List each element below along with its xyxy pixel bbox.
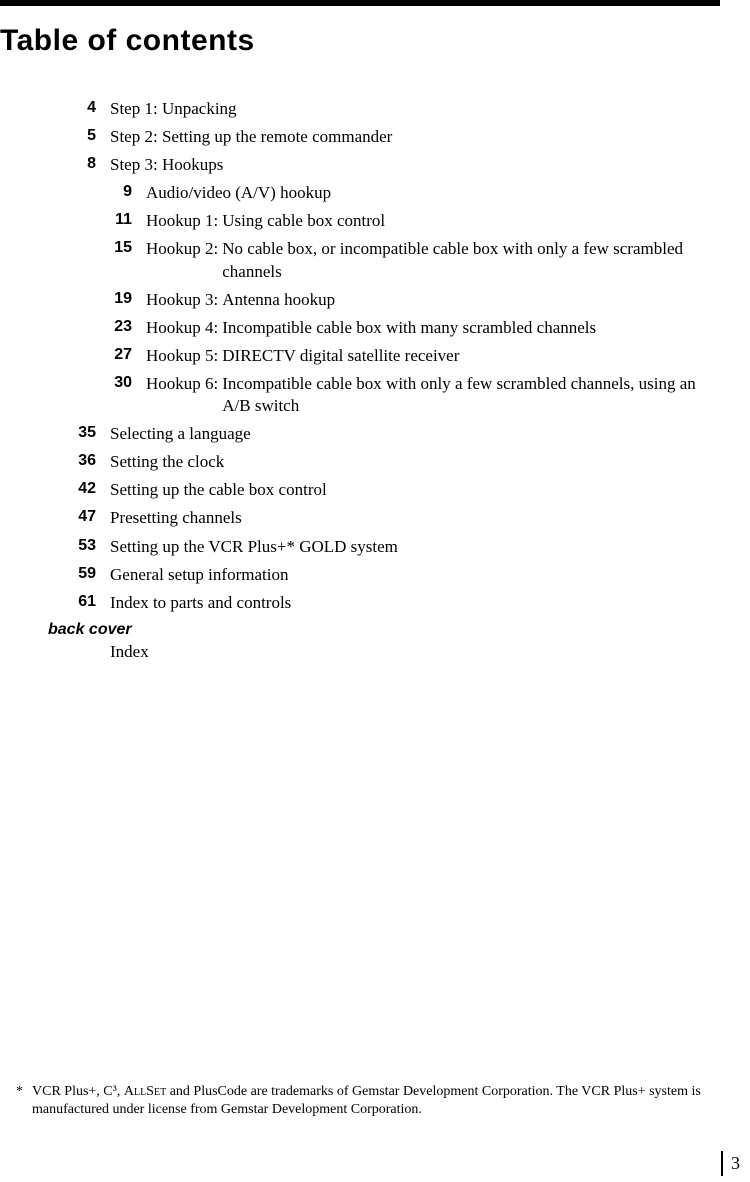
toc-page-number <box>50 641 110 663</box>
toc-subentry: 30 Hookup 6: Incompatible cable box with… <box>50 373 720 417</box>
toc-back-cover-label: back cover <box>48 620 132 641</box>
toc-subentry: 23 Hookup 4: Incompatible cable box with… <box>50 317 720 339</box>
toc-title: Selecting a language <box>110 423 720 445</box>
toc-hookup-text: DIRECTV digital satellite receiver <box>222 345 720 367</box>
footnote-text-smallcaps: AllSet <box>124 1084 166 1099</box>
toc-page-number: 59 <box>50 564 110 586</box>
toc-page-number: 9 <box>86 182 146 204</box>
toc-title: Presetting channels <box>110 507 720 529</box>
toc-page-number: 8 <box>50 154 110 176</box>
toc-hookup-text: Incompatible cable box with many scrambl… <box>222 317 720 339</box>
toc-title: Hookup 1: Using cable box control <box>146 210 720 232</box>
toc-title: Hookup 3: Antenna hookup <box>146 289 720 311</box>
toc-page-number: 35 <box>50 423 110 445</box>
toc-title: Setting up the cable box control <box>110 479 720 501</box>
toc-entry: 5 Step 2: Setting up the remote commande… <box>50 126 720 148</box>
toc-entry: 47 Presetting channels <box>50 507 720 529</box>
toc-subgroup-hookups: 9 Audio/video (A/V) hookup 11 Hookup 1: … <box>50 182 720 417</box>
toc-entry: 42 Setting up the cable box control <box>50 479 720 501</box>
toc-entry: 59 General setup information <box>50 564 720 586</box>
toc-hookup-label: Hookup 6: <box>146 373 222 417</box>
toc-subentry: 27 Hookup 5: DIRECTV digital satellite r… <box>50 345 720 367</box>
toc-title: Audio/video (A/V) hookup <box>146 182 720 204</box>
toc-page-number: 36 <box>50 451 110 473</box>
toc-title: Step 3: Hookups <box>110 154 720 176</box>
toc-title: Hookup 5: DIRECTV digital satellite rece… <box>146 345 720 367</box>
toc-page-number: 11 <box>86 210 146 232</box>
toc-page-number: 53 <box>50 536 110 558</box>
toc-title: Hookup 4: Incompatible cable box with ma… <box>146 317 720 339</box>
toc-title: Index <box>110 641 720 663</box>
toc-title: Setting up the VCR Plus+* GOLD system <box>110 536 720 558</box>
toc-hookup-label: Hookup 2: <box>146 238 222 282</box>
toc-page-number: 27 <box>86 345 146 367</box>
toc-entry: Index <box>50 641 720 663</box>
toc-hookup-label: Hookup 3: <box>146 289 222 311</box>
toc-title: Index to parts and controls <box>110 592 720 614</box>
toc-entry: 4 Step 1: Unpacking <box>50 98 720 120</box>
toc-hookup-label: Hookup 5: <box>146 345 222 367</box>
toc-entry: 36 Setting the clock <box>50 451 720 473</box>
toc-page-number: 5 <box>50 126 110 148</box>
toc-hookup-text: Incompatible cable box with only a few s… <box>222 373 720 417</box>
toc-hookup-label: Hookup 4: <box>146 317 222 339</box>
toc-entry: 35 Selecting a language <box>50 423 720 445</box>
footnote-text: VCR Plus+, C³, AllSet and PlusCode are t… <box>32 1083 720 1118</box>
toc-page-number: 19 <box>86 289 146 311</box>
toc-page-number: 23 <box>86 317 146 339</box>
toc-title: General setup information <box>110 564 720 586</box>
toc-hookup-text: Using cable box control <box>222 210 720 232</box>
page: Table of contents 4 Step 1: Unpacking 5 … <box>0 0 750 1182</box>
toc-subentry: 9 Audio/video (A/V) hookup <box>50 182 720 204</box>
footnote-text-before: VCR Plus+, C³, <box>32 1084 124 1099</box>
toc-page-number: 4 <box>50 98 110 120</box>
toc-title: Hookup 6: Incompatible cable box with on… <box>146 373 720 417</box>
toc-page-number: 30 <box>86 373 146 417</box>
toc-title: Step 1: Unpacking <box>110 98 720 120</box>
footnote: * VCR Plus+, C³, AllSet and PlusCode are… <box>16 1083 720 1118</box>
toc-entry: 53 Setting up the VCR Plus+* GOLD system <box>50 536 720 558</box>
toc-page-number: 47 <box>50 507 110 529</box>
toc-title: Step 2: Setting up the remote commander <box>110 126 720 148</box>
toc-title: Hookup 2: No cable box, or incompatible … <box>146 238 720 282</box>
page-number: 3 <box>721 1151 740 1176</box>
toc-entry: 61 Index to parts and controls <box>50 592 720 614</box>
toc-hookup-text: Audio/video (A/V) hookup <box>146 182 720 204</box>
top-rule <box>0 0 720 6</box>
toc-hookup-label: Hookup 1: <box>146 210 222 232</box>
toc-hookup-text: No cable box, or incompatible cable box … <box>222 238 720 282</box>
page-title: Table of contents <box>0 24 720 58</box>
toc-hookup-text: Antenna hookup <box>222 289 720 311</box>
toc-subentry: 15 Hookup 2: No cable box, or incompatib… <box>50 238 720 282</box>
toc-title: Setting the clock <box>110 451 720 473</box>
table-of-contents: 4 Step 1: Unpacking 5 Step 2: Setting up… <box>0 98 720 663</box>
toc-page-number: 42 <box>50 479 110 501</box>
footnote-marker: * <box>16 1083 32 1118</box>
toc-entry-back-cover: back cover <box>50 620 720 641</box>
toc-subentry: 11 Hookup 1: Using cable box control <box>50 210 720 232</box>
toc-subentry: 19 Hookup 3: Antenna hookup <box>50 289 720 311</box>
toc-page-number: 15 <box>86 238 146 282</box>
toc-entry: 8 Step 3: Hookups <box>50 154 720 176</box>
toc-page-number: 61 <box>50 592 110 614</box>
